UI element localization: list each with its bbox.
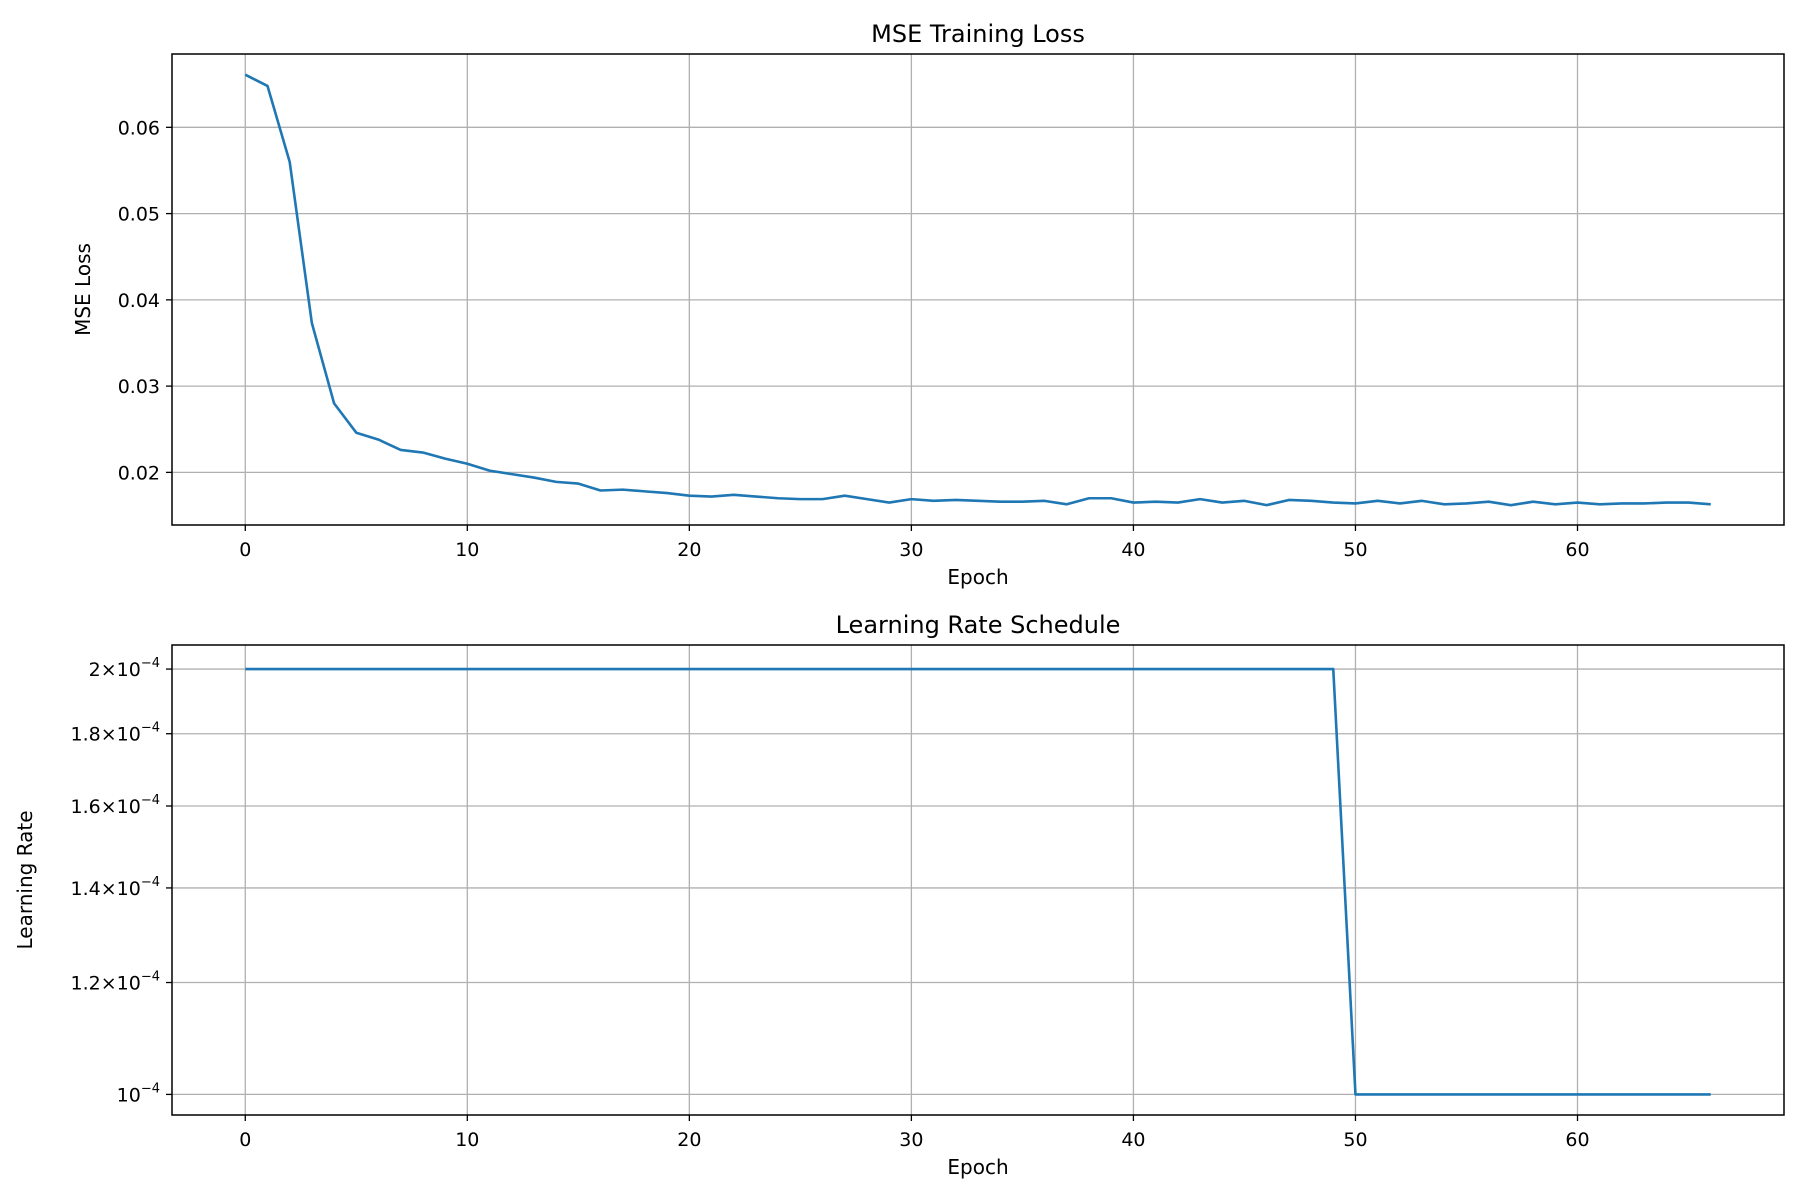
series-line <box>244 73 1711 507</box>
y-tick-label: 1.8×10−4 <box>71 721 161 746</box>
x-tick-label: 0 <box>239 1129 251 1151</box>
tick-base: 10 <box>117 1084 141 1106</box>
tick-mantissa: 2 <box>89 659 101 681</box>
tick-base: 10 <box>117 796 141 818</box>
y-tick-label: 1.2×10−4 <box>71 970 161 995</box>
y-tick-label: 2×10−4 <box>89 656 160 681</box>
x-tick-label: 40 <box>1121 539 1145 561</box>
tick-base: 10 <box>117 878 141 900</box>
tick-base: 10 <box>117 724 141 746</box>
tick-mantissa: 1.6 <box>71 796 101 818</box>
x-tick-label: 20 <box>677 539 701 561</box>
y-tick-label: 1.6×10−4 <box>71 793 161 818</box>
tick-mantissa: 1.8 <box>71 724 101 746</box>
y-axis-label: Learning Rate <box>13 810 37 949</box>
tick-base: 10 <box>117 973 141 995</box>
tick-exponent: −4 <box>141 875 160 890</box>
x-tick-label: 0 <box>239 539 251 561</box>
tick-exponent: −4 <box>141 656 160 671</box>
y-tick-label: 0.05 <box>118 204 160 226</box>
tick-times: × <box>101 724 117 746</box>
x-tick-label: 10 <box>455 1129 479 1151</box>
learning-rate-panel: 0 10 20 30 40 50 602×10−41.8×10−41.6×10−41.4×1… <box>13 611 1785 1179</box>
tick-exponent: −4 <box>141 721 160 736</box>
tick-times: × <box>101 659 117 681</box>
chart-title: MSE Training Loss <box>871 20 1085 48</box>
x-tick-label: 50 <box>1343 539 1367 561</box>
x-tick-label: 60 <box>1565 539 1589 561</box>
y-tick-label: 0.02 <box>118 462 160 484</box>
y-tick-label: 10−4 <box>117 1081 160 1106</box>
mse-loss-panel: 0 10 20 30 40 50 60 0.02 0.03 0.04 0.05 0.06 MSE Tra… <box>71 20 1785 589</box>
x-tick-label: 30 <box>899 1129 923 1151</box>
tick-exponent: −4 <box>141 970 160 985</box>
tick-times: × <box>101 796 117 818</box>
axes-frame <box>171 644 1785 1116</box>
x-tick-label: 10 <box>455 539 479 561</box>
tick-times: × <box>101 878 117 900</box>
y-axis-label: MSE Loss <box>71 243 95 336</box>
tick-exponent: −4 <box>141 1081 160 1096</box>
tick-mantissa: 1.2 <box>71 973 101 995</box>
x-tick-label: 40 <box>1121 1129 1145 1151</box>
y-tick-label: 0.03 <box>118 376 160 398</box>
y-tick-label: 0.06 <box>118 117 160 139</box>
tick-exponent: −4 <box>141 793 160 808</box>
x-axis-label: Epoch <box>947 565 1008 589</box>
x-tick-label: 50 <box>1343 1129 1367 1151</box>
x-tick-label: 20 <box>677 1129 701 1151</box>
axes-frame <box>171 53 1785 526</box>
tick-mantissa: 1.4 <box>71 878 101 900</box>
x-tick-label: 30 <box>899 539 923 561</box>
y-tick-label: 0.04 <box>118 290 160 312</box>
chart-title: Learning Rate Schedule <box>836 611 1121 639</box>
x-tick-label: 60 <box>1565 1129 1589 1151</box>
tick-times: × <box>101 973 117 995</box>
y-tick-label: 1.4×10−4 <box>71 875 161 900</box>
x-axis-label: Epoch <box>947 1155 1008 1179</box>
tick-base: 10 <box>117 659 141 681</box>
series-line <box>245 667 1711 1096</box>
